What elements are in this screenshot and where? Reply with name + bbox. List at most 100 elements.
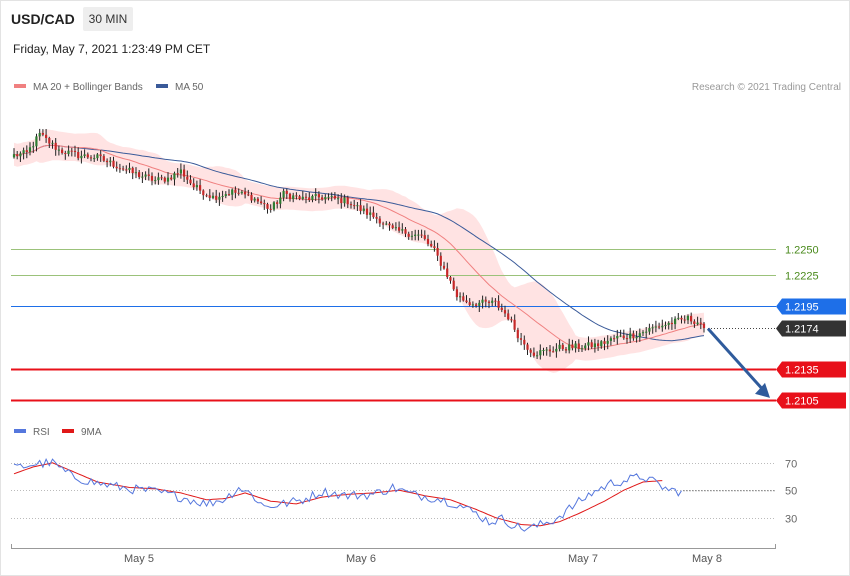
candle-body (349, 204, 353, 206)
rsi-legend-label: RSI (33, 427, 50, 438)
candle-body (301, 196, 304, 199)
candle-body (141, 176, 144, 178)
candle-body (134, 172, 137, 174)
candle-body (503, 310, 507, 314)
level-tag-target-1 (776, 361, 846, 378)
candle-body (632, 333, 635, 339)
candle-body (22, 150, 25, 154)
candle-body (308, 197, 311, 200)
rsi-panel: RSI 9MA 70 50 30 (11, 427, 797, 532)
candle-body (67, 150, 70, 154)
candle-body (398, 227, 401, 231)
candle-body (234, 189, 237, 193)
candle-body (73, 150, 77, 152)
timeframe-button[interactable]: 30 MIN (83, 7, 133, 31)
candle-body (638, 333, 641, 338)
candle-body (478, 302, 481, 306)
candle-body (231, 189, 234, 195)
candle-body (449, 277, 452, 281)
candle-body (613, 338, 616, 340)
candle-body (12, 154, 16, 158)
candle-body (192, 183, 195, 188)
rsi-tick-label: 50 (785, 486, 797, 498)
candle-body (407, 233, 410, 237)
candle-body (593, 343, 596, 348)
candle-body (690, 315, 693, 322)
candle-body (696, 322, 699, 325)
forecast-arrowhead (755, 382, 770, 398)
candle-body (253, 198, 256, 201)
moving-averages (13, 144, 705, 350)
candle-body (179, 169, 182, 174)
candle-body (285, 190, 288, 194)
candle-body (670, 322, 673, 325)
candle-body (497, 300, 500, 308)
candle-body (375, 217, 378, 219)
candle-body (292, 195, 295, 200)
candle-body (311, 195, 314, 200)
candle-body (45, 134, 48, 138)
legend-swatch (156, 84, 168, 88)
candle-body (195, 185, 198, 188)
candle-body (442, 265, 446, 269)
candle-body (105, 160, 109, 163)
candle-body (260, 201, 263, 204)
candle-body (327, 196, 330, 198)
candle-body (218, 196, 221, 200)
candle-body (568, 344, 571, 351)
candle-body (202, 190, 205, 196)
candlesticks (12, 128, 770, 398)
candle-body (353, 205, 356, 207)
candle-body (629, 333, 632, 339)
candle-body (359, 205, 362, 211)
candle-body (609, 338, 612, 341)
candle-body (304, 196, 308, 198)
candle-body (417, 234, 420, 236)
candle-body (57, 149, 60, 151)
candle-body (394, 227, 397, 229)
candle-body (154, 180, 157, 182)
candle-body (635, 337, 638, 339)
candle-body (459, 296, 462, 298)
candle-body (545, 349, 548, 351)
rsi-tick-label: 70 (785, 459, 797, 471)
candle-body (25, 150, 28, 152)
candle-body (539, 350, 542, 356)
candle-body (462, 296, 465, 301)
candle-body (622, 335, 625, 339)
level-label-target-2: 1.2105 (785, 396, 819, 408)
candle-body (99, 154, 102, 157)
candle-body (16, 154, 19, 157)
candle-body (61, 149, 64, 153)
candle-body (208, 195, 211, 198)
candle-body (215, 195, 218, 200)
candle-body (333, 195, 336, 199)
candle-body (414, 234, 417, 236)
candle-body (224, 194, 227, 196)
candle-body (439, 255, 442, 266)
candle-body (452, 280, 455, 290)
candle-body (558, 344, 561, 349)
candle-body (240, 191, 243, 194)
candle-body (526, 344, 529, 350)
candle-body (356, 205, 359, 207)
candle-body (471, 304, 474, 306)
level-label-resistance-2: 1.2225 (785, 271, 819, 283)
candle-body (70, 150, 73, 152)
candle-body (163, 177, 166, 182)
forecast-arrow (706, 327, 766, 392)
candle-body (122, 168, 125, 170)
rsi-line (13, 457, 682, 532)
candle-body (276, 202, 279, 204)
candle-body (272, 202, 275, 210)
candle-body (64, 153, 67, 154)
candle-body (552, 351, 555, 353)
candle-body (118, 168, 121, 170)
candle-body (96, 154, 99, 159)
candle-body (282, 190, 285, 198)
candle-body (667, 322, 670, 325)
candle-body (577, 343, 580, 349)
candle-body (166, 177, 170, 182)
legend-label: MA 50 (175, 82, 204, 93)
candle-body (93, 158, 96, 160)
